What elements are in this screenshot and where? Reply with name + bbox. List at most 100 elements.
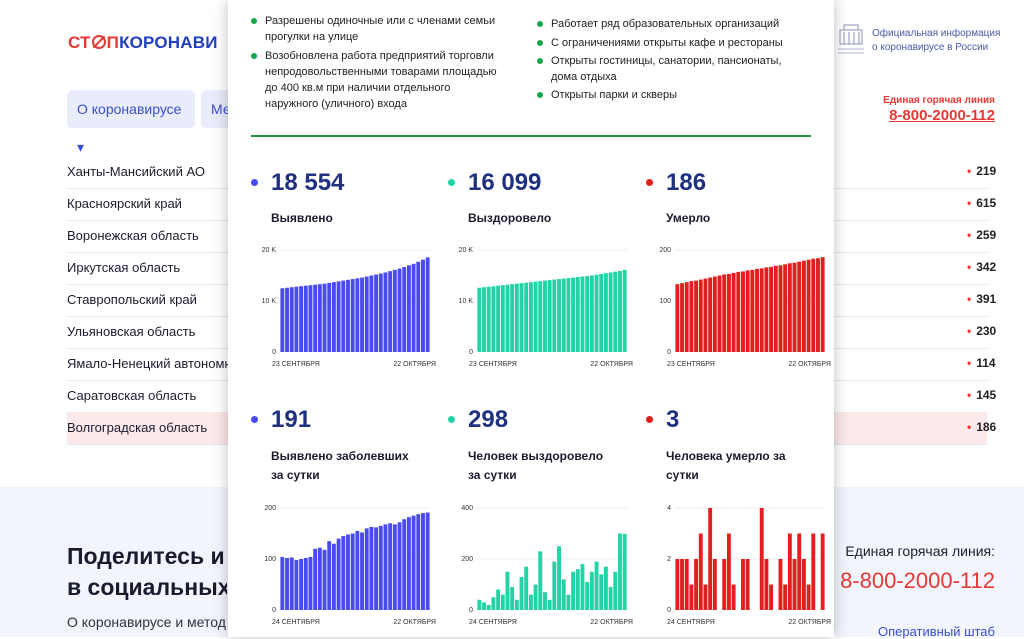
stat-dot-4 xyxy=(251,416,258,423)
stat-dot-5 xyxy=(448,416,455,423)
operative-hq-link[interactable]: Оперативный штаб xyxy=(878,624,995,639)
chart-bar xyxy=(712,559,717,610)
chart-bar xyxy=(566,594,571,610)
chart-bar xyxy=(745,559,750,610)
y-tick-label: 0 xyxy=(272,349,276,356)
chart-bar xyxy=(374,527,379,610)
chart-bar xyxy=(538,551,543,610)
region-name: Ямало-Ненецкий автономн xyxy=(67,356,232,371)
chart-bar xyxy=(533,584,538,610)
chart-bar xyxy=(285,557,289,610)
stat-label-recovered: Выздоровело xyxy=(468,211,552,225)
chart-bar xyxy=(350,533,355,610)
y-tick-label: 0 xyxy=(667,607,671,614)
chart-bar xyxy=(313,284,318,352)
y-tick-label: 10 K xyxy=(459,298,474,305)
bullet-right-2: С ограничениями открыты кафе и рестораны xyxy=(537,35,801,51)
chart-bar xyxy=(603,566,608,610)
x-tick-label-start: 23 СЕНТЯБРЯ xyxy=(272,361,320,368)
chart-bar xyxy=(689,281,694,352)
chart-bar xyxy=(722,274,727,352)
x-tick-label-start: 24 СЕНТЯБРЯ xyxy=(469,619,517,626)
chart-bar xyxy=(820,257,825,352)
chart-bar xyxy=(759,508,764,610)
chart-bar xyxy=(346,279,350,352)
chart-bar xyxy=(317,547,322,610)
site-logo[interactable]: СТ ПКОРОНАВИ xyxy=(68,33,218,53)
chart-bar xyxy=(547,280,552,352)
chart-bar xyxy=(528,594,533,610)
chart-bar xyxy=(557,546,561,610)
x-tick-label-end: 22 ОКТЯБРЯ xyxy=(788,361,831,368)
chart-bar xyxy=(801,260,806,352)
chart-bar xyxy=(769,584,774,610)
chart-bar xyxy=(477,599,482,610)
chart-bar xyxy=(543,592,547,610)
chart-bar xyxy=(552,279,557,352)
chart-bar xyxy=(783,584,788,610)
chart-bar xyxy=(317,284,322,352)
chart-bar xyxy=(397,522,402,610)
chart-bar xyxy=(764,559,769,610)
region-deaths-value: 114 xyxy=(967,356,995,370)
chart-bar xyxy=(613,571,618,610)
chart-bar xyxy=(806,584,811,610)
chart-bar xyxy=(482,287,486,352)
chart-bar xyxy=(787,263,792,352)
chart-daily-died: 0 2 4 24 СЕНТЯБРЯ 22 ОКТЯБРЯ xyxy=(667,505,831,626)
stat-number-recovered: 16 099 xyxy=(468,169,542,196)
chart-detected: 0 10 K 20 K 23 СЕНТЯБРЯ 22 ОКТЯБРЯ xyxy=(262,247,436,368)
chart-bar xyxy=(566,278,571,352)
chart-bar xyxy=(594,561,599,610)
chart-bar xyxy=(392,269,397,352)
chart-bar xyxy=(675,559,680,610)
chart-bar xyxy=(477,287,482,352)
chart-bar xyxy=(402,519,407,610)
chart-bar xyxy=(689,584,694,610)
chart-bar xyxy=(557,279,561,352)
stat-number-daily-detected: 191 xyxy=(271,406,312,433)
chart-bar xyxy=(547,599,552,610)
hotline-big-number[interactable]: 8-800-2000-112 xyxy=(840,568,995,593)
chart-bar xyxy=(750,269,755,352)
chart-bar xyxy=(575,569,580,610)
y-tick-label: 4 xyxy=(667,505,671,512)
chart-daily-detected: 0 100 200 24 СЕНТЯБРЯ 22 ОКТЯБРЯ xyxy=(264,505,436,626)
stat-label-died: Умерло xyxy=(666,211,711,225)
chart-bar xyxy=(500,594,505,610)
chart-bar xyxy=(778,559,783,610)
chart-bar xyxy=(364,276,369,352)
hotline-number-link[interactable]: 8-800-2000-112 xyxy=(889,107,995,124)
chart-bar xyxy=(285,287,289,352)
chart-bar xyxy=(816,258,820,352)
chart-bar xyxy=(806,259,811,352)
chart-bar xyxy=(561,579,566,610)
chart-bar xyxy=(505,284,510,352)
chart-bar xyxy=(510,284,515,352)
chart-bar xyxy=(331,543,336,610)
chart-bar xyxy=(589,275,594,352)
chart-bar xyxy=(680,559,684,610)
chart-bar xyxy=(416,514,421,610)
region-deaths-value: 145 xyxy=(967,388,996,402)
chart-bar xyxy=(519,576,524,610)
logo-text-part1: СТ xyxy=(68,33,91,52)
chart-bar xyxy=(360,277,364,352)
stat-dot-1 xyxy=(251,179,258,186)
nav-about-coronavirus[interactable]: О коронавирусе ▾ xyxy=(67,90,195,155)
chart-bar xyxy=(675,284,680,352)
y-tick-label: 100 xyxy=(659,298,671,305)
region-deaths-value: 259 xyxy=(967,228,996,242)
chart-bar xyxy=(811,258,816,352)
share-subtitle: О коронавирусе и метод xyxy=(67,614,226,630)
chart-bar xyxy=(703,584,708,610)
y-tick-label: 100 xyxy=(264,556,276,563)
official-info-link[interactable]: Официальная информация о коронавирусе в … xyxy=(872,28,1001,53)
chart-bar xyxy=(575,277,580,352)
chart-bar xyxy=(421,513,425,610)
chart-bar xyxy=(524,282,529,352)
chart-bar xyxy=(364,528,369,610)
chart-bar xyxy=(482,602,486,610)
chart-bar xyxy=(680,283,684,352)
chart-bar xyxy=(528,282,533,352)
